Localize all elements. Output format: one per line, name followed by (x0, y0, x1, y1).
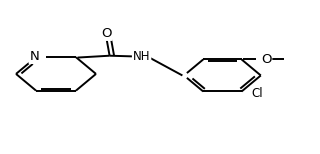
Text: N: N (29, 50, 39, 63)
Text: O: O (101, 27, 112, 40)
Text: Cl: Cl (251, 87, 263, 99)
Text: NH: NH (133, 50, 150, 63)
Text: O: O (261, 53, 271, 66)
